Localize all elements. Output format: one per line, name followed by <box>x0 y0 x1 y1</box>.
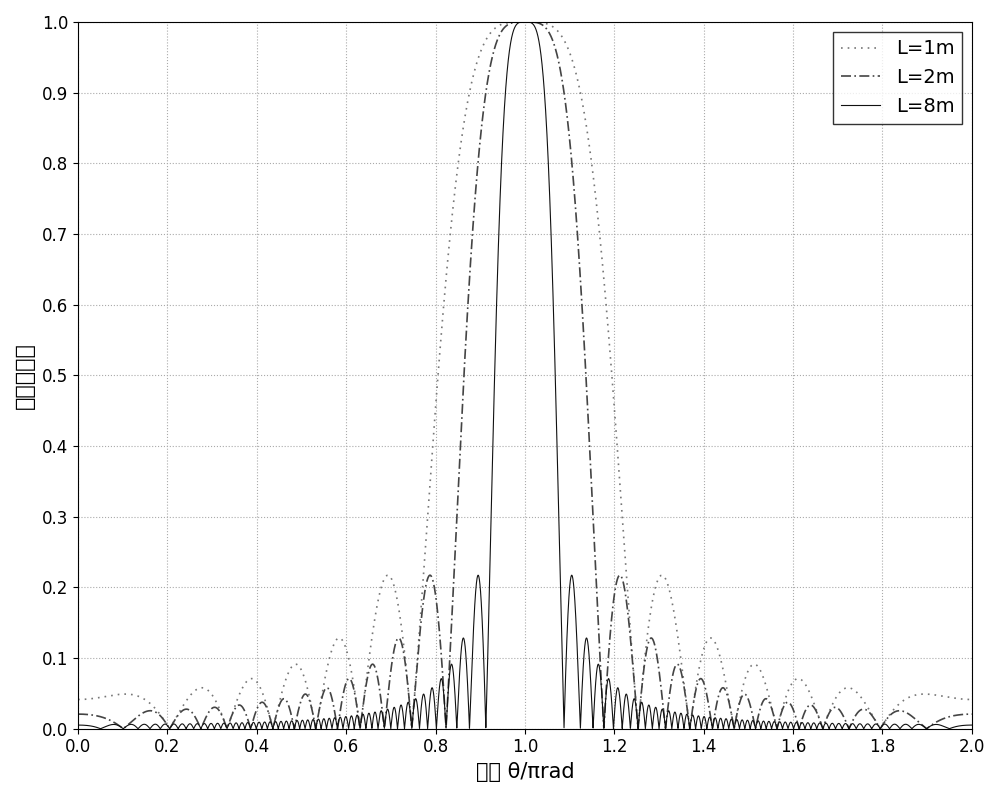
L=8m <box>966 720 978 730</box>
L=8m <box>76 720 88 730</box>
L=2m <box>919 722 931 732</box>
L=8m <box>519 18 531 27</box>
L=8m <box>247 717 259 727</box>
L=1m <box>164 724 176 733</box>
L=8m <box>509 22 521 32</box>
L=2m <box>76 709 88 719</box>
L=2m <box>509 18 521 27</box>
Line: L=1m: L=1m <box>78 22 972 728</box>
L=1m <box>247 674 259 684</box>
Legend: L=1m, L=2m, L=8m: L=1m, L=2m, L=8m <box>833 32 962 124</box>
L=2m <box>247 715 259 724</box>
L=2m <box>125 717 137 727</box>
L=8m <box>125 720 137 729</box>
L=2m <box>966 709 978 719</box>
X-axis label: 角度 θ/πrad: 角度 θ/πrad <box>476 762 574 782</box>
L=8m <box>919 722 931 732</box>
L=1m <box>509 18 521 27</box>
L=1m <box>109 690 121 700</box>
L=2m <box>519 18 531 27</box>
L=1m <box>76 695 88 705</box>
Line: L=2m: L=2m <box>78 22 972 728</box>
L=2m <box>109 718 121 728</box>
L=1m <box>519 18 531 27</box>
L=1m <box>72 695 84 705</box>
Y-axis label: 归一化幅値: 归一化幅値 <box>15 342 35 409</box>
L=8m <box>109 720 121 729</box>
L=1m <box>919 689 931 699</box>
L=2m <box>164 724 176 733</box>
L=1m <box>125 689 137 699</box>
L=8m <box>272 724 284 733</box>
L=8m <box>72 720 84 730</box>
L=2m <box>72 709 84 719</box>
L=1m <box>966 695 978 705</box>
Line: L=8m: L=8m <box>78 22 972 728</box>
